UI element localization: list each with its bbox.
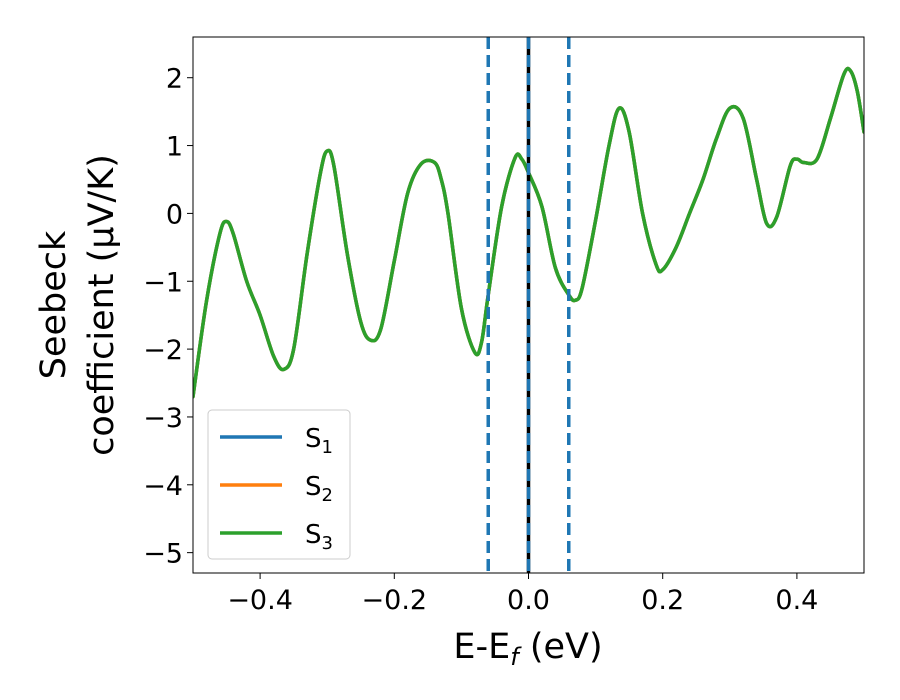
y-tick-label: −4 [143, 471, 183, 502]
y-tick-label: 2 [166, 64, 183, 95]
x-tick-label: 0.0 [507, 585, 550, 616]
x-axis-title-suffix: (eV) [519, 627, 603, 667]
legend-label-s3: S3 [305, 520, 333, 554]
x-tick-label: −0.2 [362, 585, 428, 616]
y-axis-title-line1: Seebeck [34, 230, 74, 379]
x-axis-ticks: −0.4 −0.2 0.0 0.2 0.4 [227, 573, 818, 616]
x-tick-label: −0.4 [227, 585, 293, 616]
legend-label-s1: S1 [305, 424, 333, 458]
y-axis-title-line2: coefficient (μV/K) [82, 154, 122, 456]
y-tick-label: −1 [143, 267, 183, 298]
x-axis-title-main: E-E [453, 627, 510, 667]
y-tick-label: −2 [143, 335, 183, 366]
y-tick-label: −5 [143, 539, 183, 570]
y-axis-ticks: −5 −4 −3 −2 −1 0 1 2 [143, 64, 193, 570]
x-tick-label: 0.2 [641, 585, 684, 616]
series-line-s3 [193, 66, 864, 399]
legend-label-s2: S2 [305, 472, 333, 506]
y-tick-label: 0 [166, 199, 183, 230]
x-axis-title: E-Ef (eV) [453, 627, 602, 671]
legend: S1 S2 S3 [207, 409, 351, 560]
y-tick-label: −3 [143, 403, 183, 434]
y-tick-label: 1 [166, 132, 183, 163]
x-tick-label: 0.4 [775, 585, 818, 616]
